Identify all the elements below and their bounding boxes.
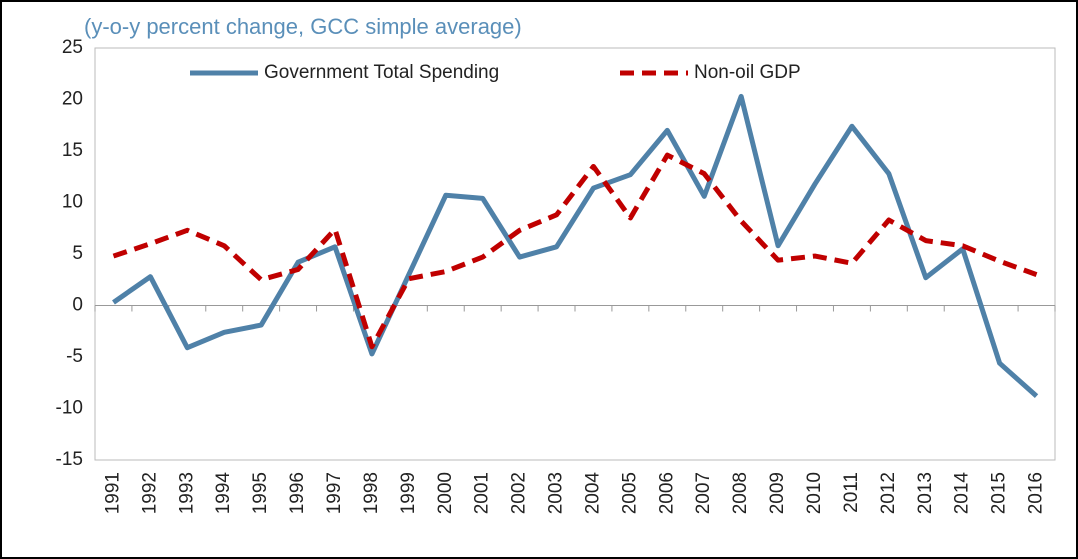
- x-tick-label: 1998: [361, 472, 382, 514]
- x-tick-label: 2013: [915, 472, 936, 514]
- x-tick-label: 2012: [878, 472, 899, 514]
- y-tick-label: 0: [72, 295, 83, 316]
- x-tick-label: 2015: [989, 472, 1010, 514]
- x-tick-label: 2009: [767, 472, 788, 514]
- series-line: [112, 152, 1038, 350]
- y-tick-label: -5: [66, 346, 83, 367]
- x-tick-label: 2002: [509, 472, 530, 514]
- x-tick-label: 2001: [472, 472, 493, 514]
- x-tick-label: 2003: [546, 472, 567, 514]
- y-tick-label: 25: [62, 37, 83, 58]
- y-tick-label: -15: [56, 449, 83, 470]
- y-tick-label: 15: [62, 140, 83, 161]
- x-tick-label: 2011: [841, 472, 862, 513]
- y-tick-label: -10: [56, 398, 83, 419]
- x-tick-label: 1999: [398, 472, 419, 514]
- x-tick-label: 1997: [324, 472, 345, 514]
- legend-label: Government Total Spending: [264, 62, 499, 83]
- x-tick-label: 2000: [435, 472, 456, 514]
- x-tick-label: 1994: [213, 472, 234, 515]
- y-tick-label: 20: [62, 89, 83, 110]
- y-tick-label: 10: [62, 192, 83, 213]
- chart-title: (y-o-y percent change, GCC simple averag…: [84, 14, 522, 39]
- x-tick-label: 2004: [582, 472, 603, 515]
- y-tick-label: 5: [72, 243, 83, 264]
- x-tick-label: 1991: [102, 472, 123, 514]
- x-tick-label: 2006: [656, 472, 677, 514]
- x-tick-label: 2016: [1026, 472, 1047, 514]
- x-tick-label: 2007: [693, 472, 714, 514]
- x-tick-label: 1993: [176, 472, 197, 514]
- legend-label: Non-oil GDP: [694, 62, 801, 83]
- x-tick-label: 1992: [139, 472, 160, 514]
- x-tick-label: 1996: [287, 472, 308, 514]
- x-tick-label: 2014: [952, 472, 973, 515]
- x-tick-label: 2008: [730, 472, 751, 514]
- x-tick-label: 1995: [250, 472, 271, 514]
- x-tick-label: 2005: [619, 472, 640, 514]
- x-tick-label: 2010: [804, 472, 825, 514]
- series-line: [112, 93, 1039, 399]
- plot-area: [94, 47, 1056, 461]
